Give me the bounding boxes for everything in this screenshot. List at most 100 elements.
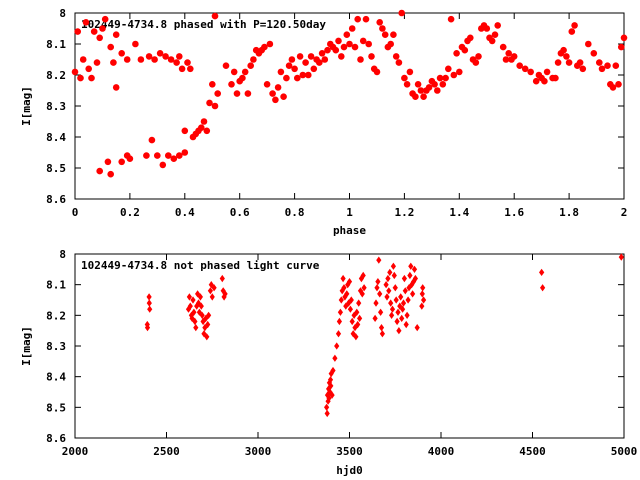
- data-point: [407, 271, 413, 280]
- data-point: [554, 59, 562, 66]
- y-tick-label: 8.5: [46, 162, 66, 175]
- data-point: [345, 281, 351, 289]
- data-point: [203, 314, 209, 322]
- data-point: [332, 46, 340, 54]
- data-point: [325, 397, 331, 405]
- data-point: [348, 296, 354, 304]
- x-tick-label: 0.8: [285, 206, 305, 219]
- x-tick-label: 2500: [153, 445, 180, 458]
- y-tick-label: 8.5: [46, 401, 66, 414]
- data-point: [104, 158, 112, 166]
- data-point: [541, 77, 548, 85]
- data-point: [154, 152, 161, 159]
- data-point: [402, 287, 408, 295]
- data-point: [77, 74, 84, 82]
- data-point: [527, 68, 534, 76]
- data-point: [204, 333, 210, 341]
- data-point: [280, 93, 287, 100]
- data-point: [332, 354, 338, 362]
- data-point: [299, 71, 307, 79]
- data-point: [107, 43, 114, 51]
- data-point: [398, 9, 406, 17]
- data-point: [123, 56, 131, 63]
- data-point: [146, 299, 152, 307]
- data-point: [404, 311, 410, 319]
- data-point: [609, 84, 617, 91]
- y-tick-label: 8.4: [46, 371, 66, 384]
- x-tick-label: 0.4: [175, 206, 195, 219]
- data-point: [209, 293, 215, 301]
- data-point: [222, 290, 228, 298]
- data-point: [434, 87, 441, 94]
- data-point: [346, 278, 353, 286]
- data-point: [318, 50, 326, 57]
- y-tick-label: 8.2: [46, 309, 66, 322]
- data-point: [436, 74, 444, 82]
- data-point: [211, 12, 219, 20]
- data-point: [403, 320, 409, 329]
- data-point: [324, 46, 331, 54]
- data-point: [202, 324, 208, 332]
- data-point: [335, 330, 342, 338]
- data-point: [540, 284, 546, 292]
- data-point: [112, 31, 120, 38]
- data-point: [328, 370, 334, 378]
- data-point: [381, 31, 389, 38]
- data-point: [425, 84, 433, 91]
- data-point: [450, 71, 458, 79]
- x-tick-label: 0.2: [120, 206, 140, 219]
- data-point: [328, 382, 334, 390]
- data-point: [365, 40, 373, 48]
- data-point: [324, 409, 330, 418]
- data-point: [269, 90, 276, 97]
- data-point: [359, 290, 365, 298]
- data-point: [456, 68, 463, 76]
- data-point: [145, 53, 153, 60]
- data-point: [552, 74, 559, 82]
- data-point: [417, 87, 425, 94]
- data-point: [326, 394, 332, 402]
- data-point: [110, 59, 117, 66]
- data-point: [205, 320, 211, 329]
- data-point: [79, 56, 87, 63]
- data-point: [307, 53, 315, 60]
- data-point: [395, 59, 403, 66]
- data-point: [406, 68, 414, 76]
- data-point: [173, 59, 180, 66]
- data-point: [274, 84, 282, 91]
- data-point: [357, 56, 364, 63]
- data-point: [310, 65, 318, 73]
- data-point: [146, 293, 152, 301]
- data-point: [411, 265, 418, 273]
- data-point: [499, 43, 507, 51]
- data-point: [340, 274, 346, 283]
- data-point: [615, 81, 622, 88]
- data-point: [170, 155, 178, 162]
- data-point: [132, 40, 139, 48]
- x-tick-label: 2: [621, 206, 628, 219]
- x-tick-label: 4000: [428, 445, 455, 458]
- data-point: [241, 68, 249, 76]
- data-point: [408, 262, 414, 270]
- data-point: [354, 15, 362, 23]
- data-point: [137, 56, 145, 63]
- data-point: [349, 317, 355, 326]
- data-point: [336, 317, 342, 326]
- data-point: [401, 74, 408, 82]
- data-point: [338, 53, 345, 60]
- data-point: [93, 59, 101, 66]
- data-point: [244, 90, 252, 97]
- data-point: [206, 311, 212, 319]
- data-point: [197, 293, 203, 301]
- data-point: [618, 43, 625, 51]
- data-point: [579, 65, 587, 73]
- data-point: [359, 37, 367, 45]
- data-point: [483, 25, 491, 32]
- data-point: [88, 74, 95, 82]
- data-point: [502, 56, 510, 63]
- data-point: [203, 127, 211, 135]
- data-point: [383, 281, 389, 289]
- data-point: [266, 40, 274, 48]
- data-point: [112, 84, 120, 91]
